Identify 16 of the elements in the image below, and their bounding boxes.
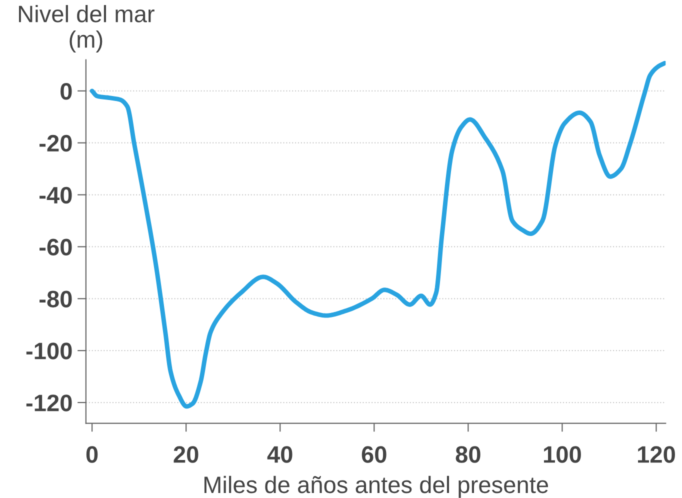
x-tick-label: 100 xyxy=(544,446,581,463)
x-tick-label: 120 xyxy=(638,446,675,463)
y-tick-label: -80 xyxy=(40,290,72,308)
x-tick-label: 40 xyxy=(267,446,292,463)
y-tick-label: -40 xyxy=(40,186,72,204)
y-tick-label: -120 xyxy=(26,394,72,412)
y-axis-title: Nivel del mar (m) xyxy=(18,5,154,52)
y-tick-label: 0 xyxy=(60,82,72,100)
x-tick-label: 80 xyxy=(456,446,480,463)
y-tick-label: -100 xyxy=(26,342,72,360)
x-axis-title: Miles de años antes del presente xyxy=(204,476,548,498)
y-tick-label: -60 xyxy=(40,238,72,256)
y-tick-label: -20 xyxy=(40,134,72,152)
x-tick-label: 20 xyxy=(174,446,198,463)
x-tick-label: 0 xyxy=(86,446,98,463)
x-tick-label: 60 xyxy=(362,446,386,463)
